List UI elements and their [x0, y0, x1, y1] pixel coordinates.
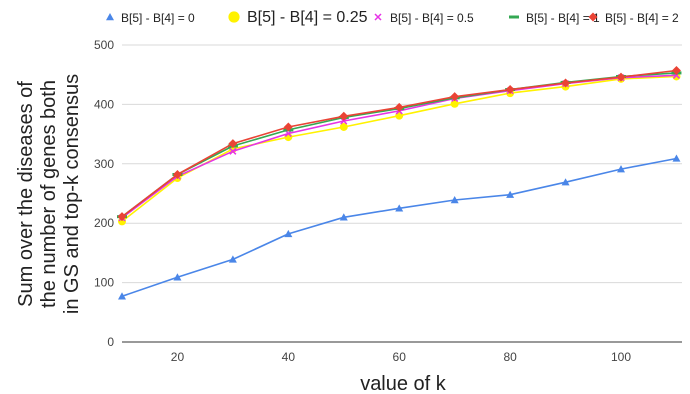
y-axis-title-line-2: the number of genes both: [38, 80, 60, 308]
series-5-point-50: [339, 111, 349, 121]
legend-item-2: B[5] - B[4] = 0.25: [228, 9, 368, 26]
y-tick-label-500: 500: [94, 38, 114, 52]
series-1-point-80: [506, 190, 515, 198]
series-1-point-40: [284, 229, 293, 238]
legend-label-4: B[5] - B[4] = 1: [526, 11, 600, 25]
x-tick-label-40: 40: [282, 350, 296, 364]
legend-label-1: B[5] - B[4] = 0: [121, 11, 195, 25]
x-tick-label-80: 80: [503, 350, 517, 364]
y-tick-label-100: 100: [94, 276, 114, 290]
series-5-point-70: [450, 92, 460, 102]
legend-marker-5: [588, 12, 598, 22]
series-line-5: [121, 69, 677, 218]
plot-area: [117, 66, 682, 300]
series-line-1: [121, 157, 677, 298]
series-5-point-80: [505, 85, 515, 95]
series-1-point-50: [339, 213, 348, 221]
x-tick-label-60: 60: [393, 350, 407, 364]
series-3-point-50: [340, 117, 348, 125]
legend-label-3: B[5] - B[4] = 0.5: [390, 11, 474, 25]
y-tick-label-200: 200: [94, 216, 114, 230]
gridlines: [122, 44, 682, 343]
x-axis-ticks: 20 40 60 80 100: [171, 350, 632, 364]
series-1-point-10: [118, 292, 126, 300]
series-3: [118, 71, 680, 222]
series-5-point-20: [172, 169, 182, 179]
series-4: [117, 71, 682, 219]
legend-item-1: B[5] - B[4] = 0: [106, 11, 195, 25]
series-1-point-70: [450, 196, 459, 204]
series-3-point-30: [229, 147, 237, 155]
series-1-point-90: [561, 178, 570, 186]
y-tick-label-400: 400: [94, 97, 114, 111]
series-5: [117, 66, 681, 222]
legend-item-4: B[5] - B[4] = 1: [509, 11, 600, 25]
legend-label-5: B[5] - B[4] = 2: [605, 11, 679, 25]
x-tick-label-20: 20: [171, 350, 185, 364]
legend: B[5] - B[4] = 0 B[5] - B[4] = 0.25 B[5] - …: [106, 9, 679, 26]
y-axis-title-line-3: in GS and top-k consensus: [61, 74, 83, 314]
series-1-point-100: [617, 165, 626, 173]
series-3-point-40: [284, 129, 292, 138]
series-5-point-40: [283, 122, 293, 132]
y-tick-label-300: 300: [94, 157, 114, 171]
series-1: [118, 154, 681, 300]
series-5-point-10: [117, 212, 127, 222]
series-1-point-60: [395, 204, 404, 212]
y-tick-label-0: 0: [107, 335, 114, 349]
y-axis-title-line-1: Sum over the diseases of: [15, 81, 37, 307]
legend-marker-2: [228, 11, 240, 23]
legend-marker-3: [374, 13, 382, 21]
series-1-point-20: [173, 273, 182, 281]
legend-marker-1: [106, 13, 114, 21]
series-1-point-110: [672, 154, 681, 162]
y-axis-ticks: 0 100 200 300 400 500: [94, 38, 114, 349]
series-2: [118, 72, 681, 226]
series-1-point-30: [228, 255, 237, 263]
series-2-point-110: [672, 72, 681, 81]
series-5-point-60: [394, 102, 404, 112]
legend-label-2: B[5] - B[4] = 0.25: [247, 9, 368, 26]
series-2-point-70: [450, 99, 459, 108]
series-5-point-30: [228, 139, 238, 149]
legend-marker-4: [509, 15, 519, 19]
series-5-point-110: [671, 66, 681, 76]
series-line-2: [121, 75, 677, 223]
series-2-point-50: [339, 122, 348, 131]
series-5-point-90: [561, 78, 571, 88]
series-5-point-100: [616, 72, 626, 82]
legend-item-3: B[5] - B[4] = 0.5: [374, 11, 474, 25]
x-tick-label-100: 100: [611, 350, 631, 364]
series-line-3: [121, 74, 677, 219]
legend-item-5: B[5] - B[4] = 2: [588, 11, 679, 25]
y-axis-title: Sum over the diseases of the number of g…: [15, 74, 83, 314]
series-line-4: [121, 72, 677, 218]
x-axis-title: value of k: [360, 373, 447, 394]
